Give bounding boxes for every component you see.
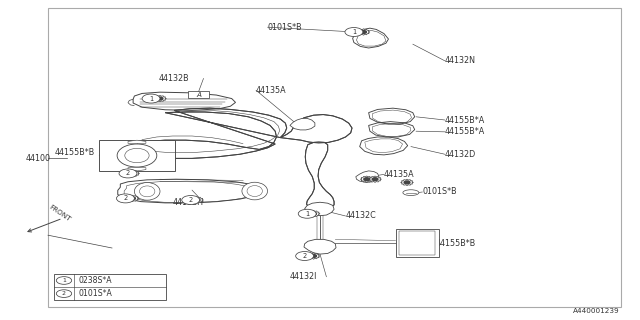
Circle shape bbox=[182, 196, 200, 204]
Text: 44155B*B: 44155B*B bbox=[435, 239, 476, 248]
Text: 44155B*A: 44155B*A bbox=[445, 127, 485, 136]
Circle shape bbox=[372, 178, 378, 180]
Text: 0238S*A: 0238S*A bbox=[79, 276, 112, 285]
Text: 2: 2 bbox=[124, 196, 127, 201]
Bar bbox=[48, 8, 621, 307]
Text: 44155B*A: 44155B*A bbox=[445, 116, 485, 124]
Polygon shape bbox=[401, 179, 413, 186]
Polygon shape bbox=[305, 142, 334, 210]
Text: 44132N: 44132N bbox=[445, 56, 476, 65]
Circle shape bbox=[131, 172, 136, 175]
Circle shape bbox=[129, 197, 136, 200]
Polygon shape bbox=[369, 176, 381, 182]
Text: 44135A: 44135A bbox=[256, 86, 287, 95]
Polygon shape bbox=[360, 176, 373, 182]
Polygon shape bbox=[128, 108, 287, 158]
Circle shape bbox=[157, 97, 163, 100]
Text: 1: 1 bbox=[352, 29, 356, 35]
Circle shape bbox=[116, 194, 134, 203]
Text: 2: 2 bbox=[62, 291, 66, 296]
Text: 44135A: 44135A bbox=[384, 170, 415, 179]
Circle shape bbox=[345, 28, 363, 36]
Bar bbox=[399, 231, 435, 255]
Polygon shape bbox=[126, 195, 139, 202]
Text: 0101S*B: 0101S*B bbox=[268, 23, 302, 32]
Circle shape bbox=[298, 209, 316, 218]
Polygon shape bbox=[127, 170, 140, 177]
Bar bbox=[188, 91, 209, 98]
Text: 44155B*B: 44155B*B bbox=[54, 148, 95, 156]
Polygon shape bbox=[357, 29, 370, 35]
Text: 44132D: 44132D bbox=[445, 150, 476, 159]
Text: 2: 2 bbox=[189, 197, 193, 203]
Circle shape bbox=[119, 169, 137, 178]
Bar bbox=[54, 274, 166, 300]
Polygon shape bbox=[280, 115, 352, 143]
Polygon shape bbox=[128, 168, 146, 171]
Text: 0101S*A: 0101S*A bbox=[79, 289, 113, 298]
Circle shape bbox=[364, 178, 370, 180]
Text: A440001239: A440001239 bbox=[573, 308, 620, 314]
Circle shape bbox=[142, 94, 160, 103]
Circle shape bbox=[296, 252, 314, 260]
Polygon shape bbox=[307, 253, 320, 259]
Polygon shape bbox=[356, 171, 379, 182]
Circle shape bbox=[311, 255, 317, 257]
Text: 2: 2 bbox=[303, 253, 307, 259]
Polygon shape bbox=[307, 211, 320, 217]
Text: 44100: 44100 bbox=[26, 154, 51, 163]
Polygon shape bbox=[191, 197, 204, 203]
Polygon shape bbox=[154, 95, 166, 102]
Polygon shape bbox=[304, 239, 336, 254]
Text: 1: 1 bbox=[62, 278, 66, 283]
Ellipse shape bbox=[140, 186, 155, 197]
Polygon shape bbox=[128, 140, 146, 143]
Circle shape bbox=[195, 198, 200, 202]
Ellipse shape bbox=[125, 148, 149, 163]
Circle shape bbox=[56, 276, 72, 284]
Text: 0101S*B: 0101S*B bbox=[422, 188, 457, 196]
Text: 44132C: 44132C bbox=[346, 212, 376, 220]
Circle shape bbox=[56, 290, 72, 298]
Ellipse shape bbox=[247, 186, 262, 196]
Bar bbox=[396, 229, 439, 257]
Text: A: A bbox=[196, 92, 201, 98]
Ellipse shape bbox=[242, 182, 268, 200]
Circle shape bbox=[361, 31, 366, 34]
Text: 1: 1 bbox=[149, 96, 153, 101]
Text: 44132I: 44132I bbox=[289, 272, 317, 281]
Circle shape bbox=[404, 181, 410, 184]
Text: FRONT: FRONT bbox=[48, 204, 72, 223]
Text: 2: 2 bbox=[126, 171, 130, 176]
Polygon shape bbox=[118, 179, 261, 203]
Ellipse shape bbox=[403, 190, 419, 196]
Text: 1: 1 bbox=[305, 211, 309, 217]
Polygon shape bbox=[305, 202, 334, 216]
Text: 44132H: 44132H bbox=[173, 198, 204, 207]
Polygon shape bbox=[290, 118, 315, 130]
Circle shape bbox=[311, 212, 317, 215]
Text: 44132B: 44132B bbox=[159, 74, 189, 83]
Ellipse shape bbox=[134, 182, 160, 200]
Ellipse shape bbox=[117, 144, 157, 167]
Bar bbox=[99, 140, 175, 171]
